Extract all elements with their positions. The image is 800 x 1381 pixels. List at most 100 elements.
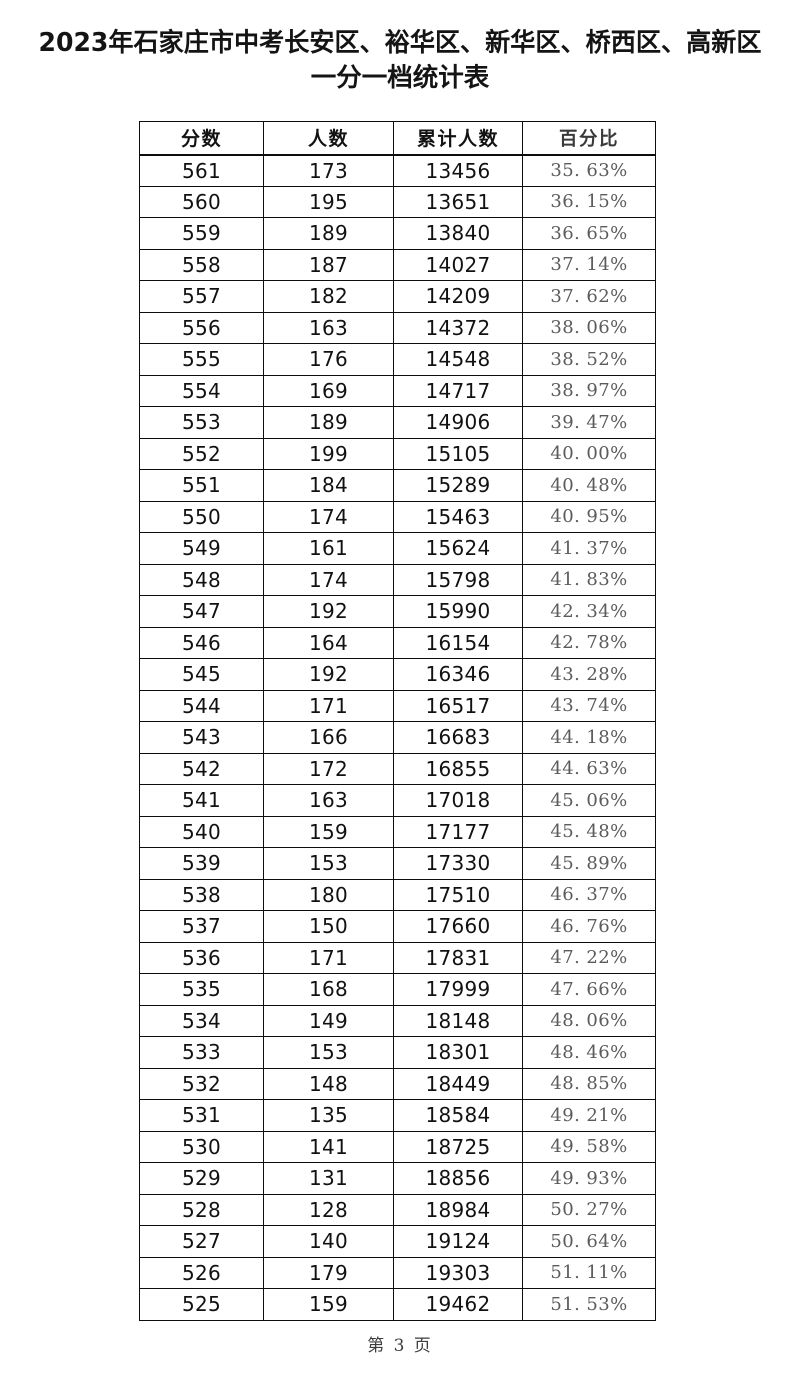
table-row: 528 128 18984 50. 27% <box>139 1193 656 1226</box>
table-row: 561 173 13456 35. 63% <box>139 154 656 187</box>
score-cell: 554 <box>139 374 264 407</box>
cumulative-cell: 13651 <box>393 185 523 218</box>
score-cell: 543 <box>139 721 264 754</box>
score-cell: 529 <box>139 1162 264 1195</box>
count-cell: 163 <box>263 784 394 817</box>
percentage-cell: 48. 85% <box>522 1067 656 1100</box>
table-row: 539 153 17330 45. 89% <box>139 847 656 880</box>
cumulative-cell: 13456 <box>393 154 523 187</box>
count-cell: 135 <box>263 1099 394 1132</box>
score-cell: 555 <box>139 343 264 376</box>
cumulative-cell: 17831 <box>393 941 523 974</box>
table-row: 545 192 16346 43. 28% <box>139 658 656 691</box>
score-cell: 542 <box>139 752 264 785</box>
table-row: 555 176 14548 38. 52% <box>139 343 656 376</box>
percentage-cell: 43. 28% <box>522 658 656 691</box>
table-row: 534 149 18148 48. 06% <box>139 1004 656 1037</box>
percentage-cell: 45. 06% <box>522 784 656 817</box>
table-row: 548 174 15798 41. 83% <box>139 563 656 596</box>
count-cell: 192 <box>263 658 394 691</box>
page-title: 2023年石家庄市中考长安区、裕华区、新华区、桥西区、高新区 一分一档统计表 <box>0 26 800 96</box>
cumulative-cell: 14209 <box>393 280 523 313</box>
count-cell: 199 <box>263 437 394 470</box>
score-cell: 559 <box>139 217 264 250</box>
table-row: 547 192 15990 42. 34% <box>139 595 656 628</box>
count-cell: 189 <box>263 217 394 250</box>
cumulative-cell: 18148 <box>393 1004 523 1037</box>
cumulative-cell: 17660 <box>393 910 523 943</box>
cumulative-cell: 15289 <box>393 469 523 502</box>
cumulative-cell: 18725 <box>393 1130 523 1163</box>
score-cell: 557 <box>139 280 264 313</box>
table-row: 538 180 17510 46. 37% <box>139 878 656 911</box>
count-cell: 184 <box>263 469 394 502</box>
cumulative-cell: 18984 <box>393 1193 523 1226</box>
percentage-cell: 49. 58% <box>522 1130 656 1163</box>
count-cell: 168 <box>263 973 394 1006</box>
table-row: 530 141 18725 49. 58% <box>139 1130 656 1163</box>
percentage-cell: 47. 66% <box>522 973 656 1006</box>
percentage-cell: 49. 21% <box>522 1099 656 1132</box>
score-cell: 544 <box>139 689 264 722</box>
cumulative-cell: 14548 <box>393 343 523 376</box>
cumulative-cell: 15105 <box>393 437 523 470</box>
table-row: 557 182 14209 37. 62% <box>139 280 656 313</box>
percentage-cell: 41. 83% <box>522 563 656 596</box>
count-cell: 171 <box>263 689 394 722</box>
percentage-cell: 37. 14% <box>522 248 656 281</box>
score-cell: 531 <box>139 1099 264 1132</box>
cumulative-cell: 16855 <box>393 752 523 785</box>
score-cell: 535 <box>139 973 264 1006</box>
page-footer: 第 3 页 <box>367 1336 433 1356</box>
score-cell: 546 <box>139 626 264 659</box>
percentage-cell: 38. 97% <box>522 374 656 407</box>
table-row: 526 179 19303 51. 11% <box>139 1256 656 1289</box>
table-row: 542 172 16855 44. 63% <box>139 752 656 785</box>
percentage-cell: 40. 95% <box>522 500 656 533</box>
score-cell: 548 <box>139 563 264 596</box>
score-cell: 547 <box>139 595 264 628</box>
percentage-cell: 42. 78% <box>522 626 656 659</box>
count-cell: 174 <box>263 563 394 596</box>
percentage-cell: 36. 15% <box>522 185 656 218</box>
table-row: 540 159 17177 45. 48% <box>139 815 656 848</box>
table-header-row: 分数 人数 累计人数 百分比 <box>139 121 656 156</box>
score-distribution-table-container: 分数 人数 累计人数 百分比 561 173 13456 35. 63% 560 195 1… <box>139 121 656 1321</box>
table-row: 546 164 16154 42. 78% <box>139 626 656 659</box>
cumulative-cell: 13840 <box>393 217 523 250</box>
cumulative-cell: 18301 <box>393 1036 523 1069</box>
score-cell: 526 <box>139 1256 264 1289</box>
count-cell: 176 <box>263 343 394 376</box>
table-row: 541 163 17018 45. 06% <box>139 784 656 817</box>
score-cell: 552 <box>139 437 264 470</box>
cumulative-cell: 16517 <box>393 689 523 722</box>
score-cell: 532 <box>139 1067 264 1100</box>
percentage-cell: 36. 65% <box>522 217 656 250</box>
score-cell: 538 <box>139 878 264 911</box>
cumulative-cell: 17018 <box>393 784 523 817</box>
table-row: 525 159 19462 51. 53% <box>139 1288 656 1321</box>
percentage-cell: 50. 27% <box>522 1193 656 1226</box>
percentage-cell: 50. 64% <box>522 1225 656 1258</box>
percentage-cell: 48. 06% <box>522 1004 656 1037</box>
score-cell: 528 <box>139 1193 264 1226</box>
score-cell: 537 <box>139 910 264 943</box>
count-cell: 149 <box>263 1004 394 1037</box>
score-cell: 560 <box>139 185 264 218</box>
cumulative-cell: 16346 <box>393 658 523 691</box>
table-row: 531 135 18584 49. 21% <box>139 1099 656 1132</box>
score-cell: 561 <box>139 154 264 187</box>
percentage-cell: 45. 48% <box>522 815 656 848</box>
count-cell: 179 <box>263 1256 394 1289</box>
table-row: 532 148 18449 48. 85% <box>139 1067 656 1100</box>
count-cell: 128 <box>263 1193 394 1226</box>
table-body: 561 173 13456 35. 63% 560 195 13651 36. 15% 559 1… <box>139 154 656 1321</box>
column-header-percentage: 百分比 <box>522 121 656 156</box>
cumulative-cell: 18584 <box>393 1099 523 1132</box>
count-cell: 172 <box>263 752 394 785</box>
score-cell: 534 <box>139 1004 264 1037</box>
table-row: 536 171 17831 47. 22% <box>139 941 656 974</box>
table-row: 556 163 14372 38. 06% <box>139 311 656 344</box>
score-cell: 551 <box>139 469 264 502</box>
cumulative-cell: 19124 <box>393 1225 523 1258</box>
